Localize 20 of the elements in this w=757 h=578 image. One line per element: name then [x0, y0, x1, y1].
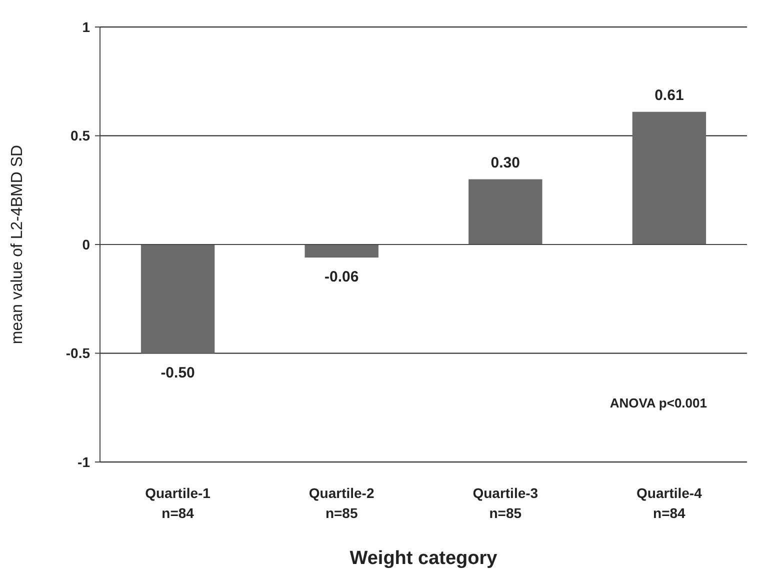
y-tick-label: -0.5: [66, 345, 90, 362]
x-axis-title: Weight category: [350, 548, 498, 569]
annotation: ANOVA p<0.001: [610, 396, 707, 411]
bar: [632, 112, 706, 244]
x-tick-label: Quartile-3 n=85: [472, 485, 538, 521]
y-axis-title: mean value of L2-4BMD SD: [9, 144, 26, 344]
y-tick-label: 0.5: [70, 128, 90, 144]
bar: [140, 244, 215, 354]
y-tick-label: 0: [82, 236, 90, 252]
bar: [468, 179, 542, 244]
data-label: 0.61: [654, 86, 684, 104]
bar: [304, 244, 378, 258]
y-tick-label: 1: [82, 18, 90, 35]
y-tick-label: -1: [78, 454, 90, 470]
data-label: -0.06: [324, 268, 359, 286]
data-label: -0.50: [160, 364, 195, 382]
x-tick-label: Quartile-2 n=85: [308, 485, 374, 521]
data-label: 0.30: [490, 154, 520, 172]
x-tick-label: Quartile-1 n=84: [145, 485, 211, 521]
x-tick-label: Quartile-4 n=84: [636, 485, 702, 521]
